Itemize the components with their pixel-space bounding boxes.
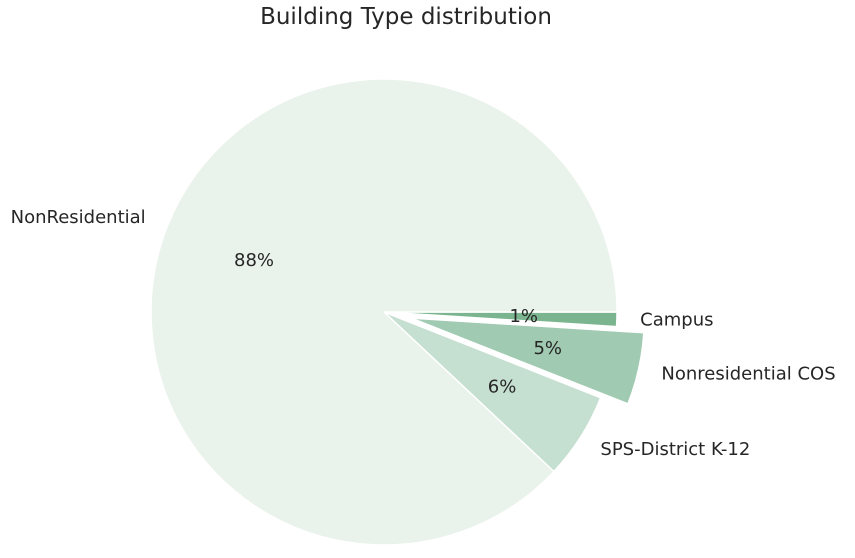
pie-slice-nonresidential-cos — [410, 317, 645, 405]
pie-slices — [150, 78, 645, 546]
pie-slice-nonresidential — [150, 78, 618, 546]
pie-pct-label-campus: 1% — [509, 306, 538, 327]
pie-pct-label-sps-district-k-12: 6% — [488, 376, 517, 397]
pie-category-label-campus: Campus — [640, 310, 713, 331]
pie-labels: 1% Campus 5% Nonresidential COS 6% SPS-Distri… — [11, 207, 836, 460]
pie-category-label-nonresidential: NonResidential — [11, 207, 146, 228]
pie-category-label-sps-district-k-12: SPS-District K-12 — [600, 439, 750, 460]
pie-category-label-nonresidential-cos: Nonresidential COS — [661, 364, 835, 385]
chart-title: Building Type distribution — [260, 4, 552, 30]
pie-pct-label-nonresidential-cos: 5% — [533, 338, 562, 359]
pie-pct-label-nonresidential: 88% — [234, 250, 274, 271]
